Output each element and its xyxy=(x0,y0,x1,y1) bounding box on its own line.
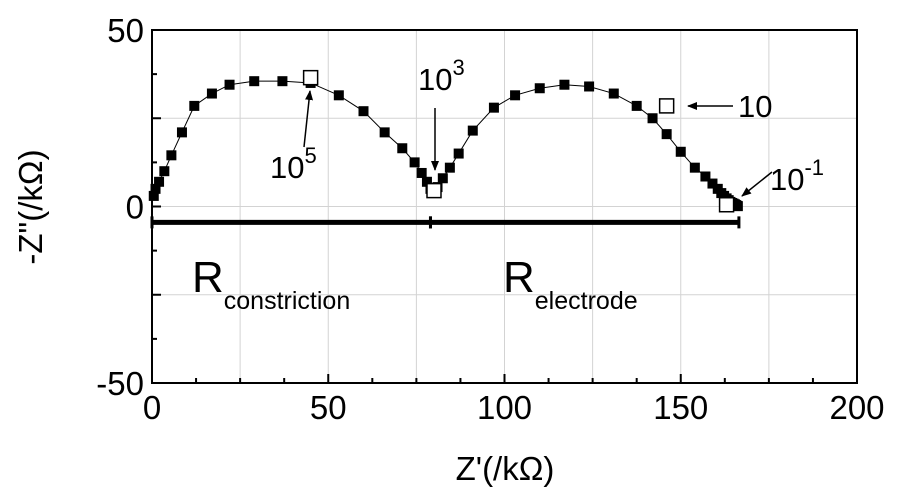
data-point xyxy=(224,79,235,90)
highlight-point xyxy=(302,69,319,86)
data-point xyxy=(608,88,619,99)
data-point xyxy=(166,150,177,161)
frequency-label: 103 xyxy=(418,55,465,97)
data-point xyxy=(379,127,390,138)
data-point xyxy=(409,157,420,168)
data-series xyxy=(148,69,743,213)
frequency-label: 105 xyxy=(270,143,317,185)
data-point xyxy=(689,162,700,173)
x-tick-label: 200 xyxy=(829,389,884,426)
data-point xyxy=(647,113,658,124)
y-tick-label: -50 xyxy=(96,365,144,402)
data-point xyxy=(437,173,448,184)
data-point xyxy=(584,81,595,92)
data-point xyxy=(154,176,165,187)
x-tick-label: 0 xyxy=(143,389,161,426)
data-point xyxy=(159,166,170,177)
annotation-arrow xyxy=(303,90,314,148)
data-point xyxy=(700,171,711,182)
frequency-label: 10-1 xyxy=(770,155,824,197)
data-point xyxy=(358,106,369,117)
data-point xyxy=(150,183,161,194)
data-point xyxy=(249,76,260,87)
x-tick-label: 100 xyxy=(477,389,532,426)
r-constriction-label: Rconstriction xyxy=(192,253,350,315)
series-line xyxy=(153,80,739,207)
highlight-point xyxy=(658,98,675,114)
data-point xyxy=(176,127,187,138)
data-point xyxy=(416,167,427,178)
x-axis-title: Z'(/kΩ) xyxy=(456,450,555,487)
frequency-annotations: 105 103 10 10-1 xyxy=(270,55,824,197)
data-point xyxy=(206,88,217,99)
data-point xyxy=(444,162,455,173)
frequency-label: 10 xyxy=(738,89,772,124)
data-point xyxy=(661,129,672,140)
data-point xyxy=(488,102,499,113)
data-point xyxy=(732,201,743,212)
highlight-point xyxy=(426,182,442,199)
r-electrode-label: Relectrode xyxy=(503,253,638,315)
x-tick-label: 50 xyxy=(310,389,347,426)
resistance-segments xyxy=(150,216,741,229)
y-axis-title: -Z"(/kΩ) xyxy=(12,149,49,264)
data-point xyxy=(675,146,686,157)
data-point xyxy=(631,100,642,111)
data-point xyxy=(189,100,200,111)
data-point xyxy=(510,90,521,101)
data-point xyxy=(421,176,432,187)
data-point xyxy=(397,143,408,154)
data-point xyxy=(453,148,464,159)
x-tick-label: 150 xyxy=(653,389,708,426)
data-point xyxy=(277,76,288,87)
highlight-point xyxy=(718,196,735,213)
data-point xyxy=(534,83,545,94)
data-point xyxy=(148,190,159,201)
data-point xyxy=(707,178,718,189)
annotation-arrow xyxy=(741,171,773,197)
data-point xyxy=(333,90,344,101)
data-point xyxy=(467,125,478,136)
y-tick-label: 50 xyxy=(107,12,144,49)
y-tick-label: 0 xyxy=(126,189,144,226)
data-point xyxy=(559,79,570,90)
